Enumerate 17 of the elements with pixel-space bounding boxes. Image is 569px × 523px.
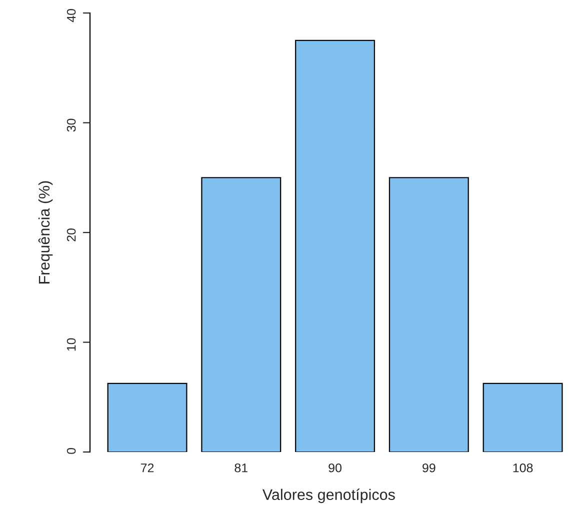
bar (201, 177, 282, 452)
y-tick-label: 20 (66, 228, 76, 242)
y-tick-label: 40 (66, 8, 76, 22)
x-tick-label: 99 (422, 463, 436, 472)
y-axis-title: Frequência (%) (38, 181, 53, 284)
y-tick-label: 10 (66, 338, 76, 351)
bar (482, 382, 563, 452)
bar (295, 40, 376, 452)
x-tick-label: 108 (513, 463, 533, 472)
y-tick-label: 30 (66, 118, 76, 132)
y-tick-label: 0 (66, 448, 76, 454)
x-tick-label: 81 (234, 463, 248, 472)
x-tick-label: 72 (140, 463, 154, 472)
bar (388, 177, 469, 452)
bar (107, 382, 188, 452)
x-axis-title: Valores genotípicos (262, 488, 395, 504)
x-tick-label: 90 (328, 463, 342, 472)
